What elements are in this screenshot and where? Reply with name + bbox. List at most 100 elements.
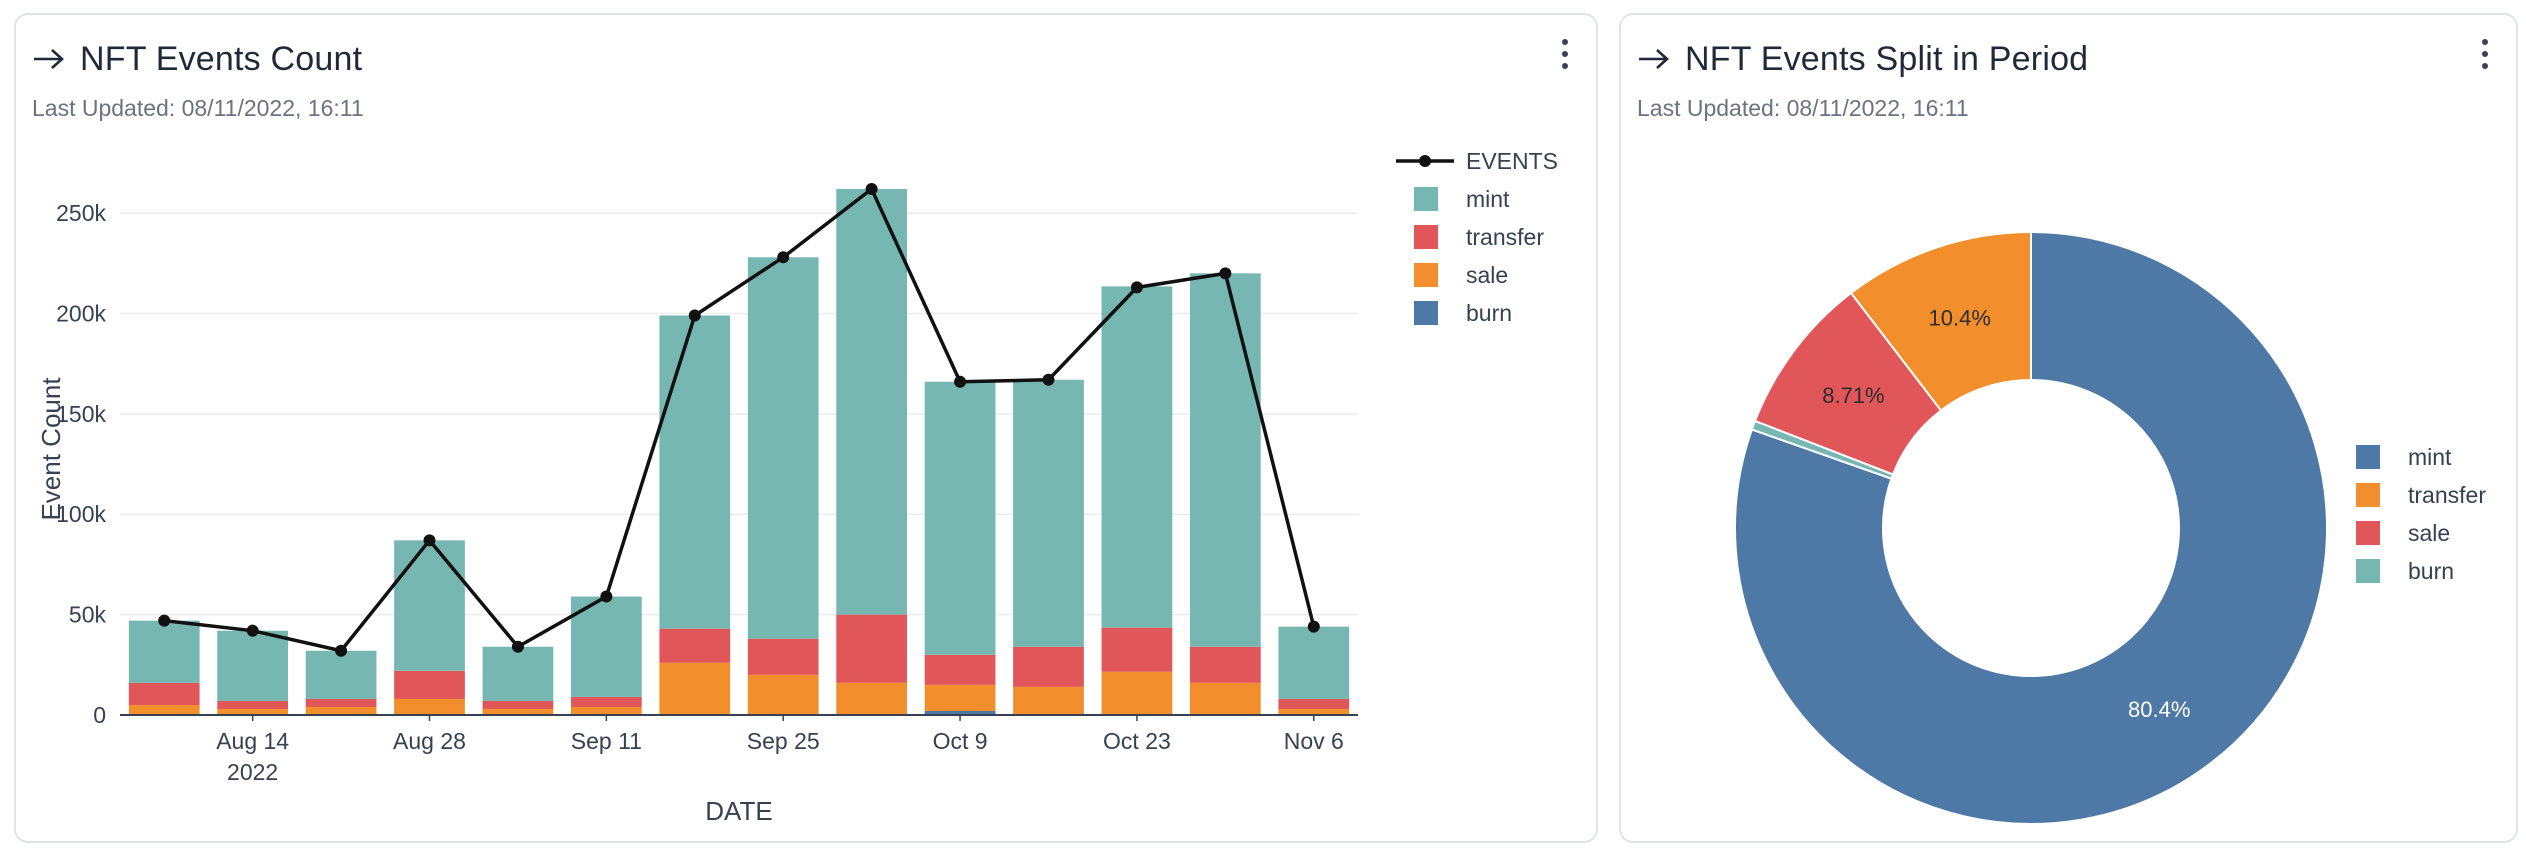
- legend-swatch-burn[interactable]: [2356, 559, 2380, 583]
- bar-mint[interactable]: [659, 315, 731, 629]
- legend-swatch-mint[interactable]: [2356, 445, 2380, 469]
- x-tick-label: Oct 23: [1103, 728, 1171, 754]
- events-point[interactable]: [688, 309, 701, 322]
- events-point[interactable]: [158, 614, 171, 627]
- bar-sale[interactable]: [747, 674, 819, 715]
- y-tick-label: 50k: [69, 602, 107, 628]
- legend-swatch-sale[interactable]: [2356, 521, 2380, 545]
- bar-sale[interactable]: [482, 708, 554, 715]
- bar-mint[interactable]: [1101, 286, 1173, 628]
- events-point[interactable]: [335, 644, 348, 657]
- bar-transfer[interactable]: [217, 700, 289, 709]
- legend-label: EVENTS: [1466, 148, 1558, 174]
- legend-label: burn: [1466, 300, 1512, 326]
- bar-transfer[interactable]: [570, 696, 642, 707]
- bar-transfer[interactable]: [394, 670, 465, 699]
- bar-mint[interactable]: [570, 596, 642, 697]
- bar-transfer[interactable]: [659, 628, 731, 663]
- events-point[interactable]: [1219, 267, 1232, 280]
- bar-mint[interactable]: [1189, 273, 1261, 647]
- slice-label-sale: 8.71%: [1822, 383, 1884, 408]
- x-tick-label: Nov 6: [1284, 728, 1344, 754]
- bar-sale[interactable]: [836, 682, 908, 715]
- y-tick-label: 150k: [56, 401, 106, 427]
- bar-sale[interactable]: [570, 706, 642, 715]
- bar-transfer[interactable]: [128, 682, 200, 705]
- events-point[interactable]: [1042, 373, 1055, 386]
- panel-header: NFT Events Count Last Updated: 08/11/202…: [32, 37, 1566, 127]
- events-point[interactable]: [865, 183, 878, 196]
- legend-swatch-transfer[interactable]: [2356, 483, 2380, 507]
- bar-transfer[interactable]: [1013, 646, 1084, 687]
- legend-swatch-mint[interactable]: [1414, 187, 1438, 211]
- x-tick-label: Oct 9: [933, 728, 988, 754]
- x-tick-label: Aug 14: [216, 728, 289, 754]
- y-tick-label: 200k: [56, 300, 106, 326]
- bar-sale[interactable]: [305, 706, 377, 715]
- legend-swatch-transfer[interactable]: [1414, 225, 1438, 249]
- legend-label: mint: [1466, 186, 1510, 212]
- bar-sale[interactable]: [924, 684, 996, 711]
- slice-mint[interactable]: [1734, 230, 2328, 825]
- bar-transfer[interactable]: [747, 638, 819, 675]
- bar-mint[interactable]: [128, 620, 200, 683]
- last-updated-text: Last Updated: 08/11/2022, 16:11: [1637, 95, 1969, 121]
- legend-label: transfer: [2408, 482, 2486, 508]
- slice-label-transfer: 10.4%: [1929, 306, 1991, 331]
- legend-label: transfer: [1466, 224, 1544, 250]
- bar-transfer[interactable]: [924, 654, 996, 685]
- arrow-right-icon[interactable]: [32, 47, 66, 71]
- bar-mint[interactable]: [747, 257, 819, 639]
- bar-mint[interactable]: [1013, 379, 1084, 647]
- panel-title[interactable]: NFT Events Split in Period: [1685, 39, 2089, 78]
- bar-transfer[interactable]: [1101, 627, 1173, 672]
- events-point[interactable]: [1307, 620, 1320, 633]
- events-split-chart: 80.4% 8.71% 10.4% mint transfer sale burn: [1734, 230, 2486, 825]
- arrow-right-icon[interactable]: [1637, 47, 1671, 71]
- bar-sale[interactable]: [1101, 671, 1173, 714]
- bar-sale[interactable]: [1189, 682, 1261, 715]
- events-line: [164, 187, 1316, 653]
- bar-mint[interactable]: [482, 646, 554, 701]
- bar-sale[interactable]: [1013, 686, 1084, 715]
- events-count-chart: 0 50k 100k 150k 200k 250k Aug 14 2022 Aug 28 Sep …: [36, 148, 1558, 826]
- events-point[interactable]: [600, 590, 613, 603]
- bar-burn[interactable]: [924, 710, 996, 715]
- bar-transfer[interactable]: [482, 700, 554, 709]
- legend-label: burn: [2408, 558, 2454, 584]
- events-count-panel: NFT Events Count Last Updated: 08/11/202…: [14, 13, 1598, 843]
- kebab-menu-icon[interactable]: [2476, 39, 2494, 79]
- bar-transfer[interactable]: [1278, 698, 1350, 709]
- events-point[interactable]: [954, 375, 967, 388]
- events-point[interactable]: [1130, 281, 1143, 294]
- bar-mint[interactable]: [217, 630, 289, 701]
- legend-line-marker: [1419, 155, 1431, 167]
- bar-sale[interactable]: [217, 708, 289, 715]
- bar-transfer[interactable]: [305, 698, 377, 707]
- bar-mint[interactable]: [305, 650, 377, 699]
- bar-mint[interactable]: [836, 189, 908, 615]
- slice-transfer[interactable]: [1849, 230, 2032, 412]
- bar-mint[interactable]: [394, 540, 465, 671]
- legend-swatch-burn[interactable]: [1414, 301, 1438, 325]
- events-point[interactable]: [777, 251, 790, 264]
- bar-mint[interactable]: [1278, 626, 1350, 699]
- slice-label-mint: 80.4%: [2128, 697, 2190, 722]
- events-point[interactable]: [423, 534, 436, 547]
- bar-mint[interactable]: [924, 381, 996, 655]
- legend-swatch-sale[interactable]: [1414, 263, 1438, 287]
- bar-transfer[interactable]: [836, 614, 908, 683]
- events-point[interactable]: [511, 640, 524, 653]
- bar-transfer[interactable]: [1189, 646, 1261, 683]
- bar-sale[interactable]: [128, 704, 200, 715]
- events-point[interactable]: [246, 624, 259, 637]
- legend: EVENTS mint transfer sale burn: [1396, 148, 1558, 326]
- events-split-panel: NFT Events Split in Period Last Updated:…: [1619, 13, 2518, 843]
- panel-title[interactable]: NFT Events Count: [80, 39, 363, 78]
- x-tick-label: Sep 25: [747, 728, 820, 754]
- kebab-menu-icon[interactable]: [1556, 39, 1574, 79]
- bar-sale[interactable]: [1278, 708, 1350, 715]
- bar-sale[interactable]: [659, 662, 731, 715]
- y-tick-label: 100k: [56, 501, 106, 527]
- bar-sale[interactable]: [394, 698, 465, 715]
